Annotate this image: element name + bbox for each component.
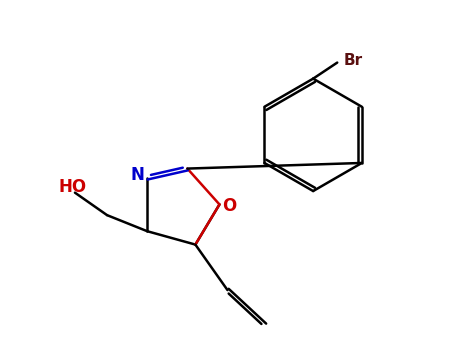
Text: N: N [131,166,145,184]
Text: HO: HO [58,178,86,196]
Text: Br: Br [344,54,363,69]
Text: O: O [222,196,236,215]
